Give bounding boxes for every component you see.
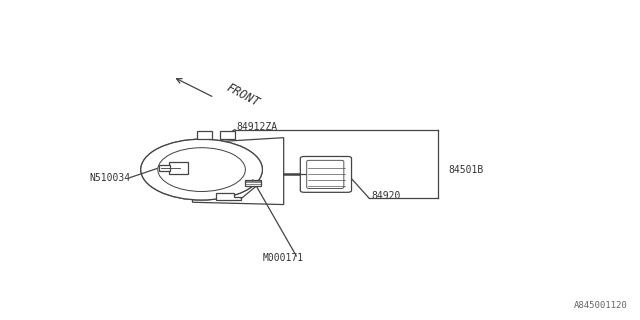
Text: N510034: N510034 bbox=[90, 172, 131, 183]
Bar bbox=[159, 165, 170, 171]
Bar bbox=[245, 180, 261, 186]
Circle shape bbox=[158, 148, 245, 191]
Circle shape bbox=[158, 148, 245, 191]
Polygon shape bbox=[193, 138, 284, 204]
Text: A845001120: A845001120 bbox=[573, 301, 627, 310]
FancyBboxPatch shape bbox=[300, 156, 351, 192]
Circle shape bbox=[141, 139, 262, 200]
Text: 84501B: 84501B bbox=[448, 164, 483, 175]
Bar bbox=[197, 131, 212, 139]
FancyBboxPatch shape bbox=[307, 160, 344, 188]
Bar bbox=[169, 162, 188, 174]
Text: M000171: M000171 bbox=[262, 252, 303, 263]
Text: FRONT: FRONT bbox=[224, 81, 262, 109]
Text: 84912ZA: 84912ZA bbox=[237, 122, 278, 132]
Circle shape bbox=[141, 139, 262, 200]
Bar bbox=[220, 131, 235, 139]
Text: 84920: 84920 bbox=[371, 191, 401, 201]
Polygon shape bbox=[216, 193, 241, 200]
